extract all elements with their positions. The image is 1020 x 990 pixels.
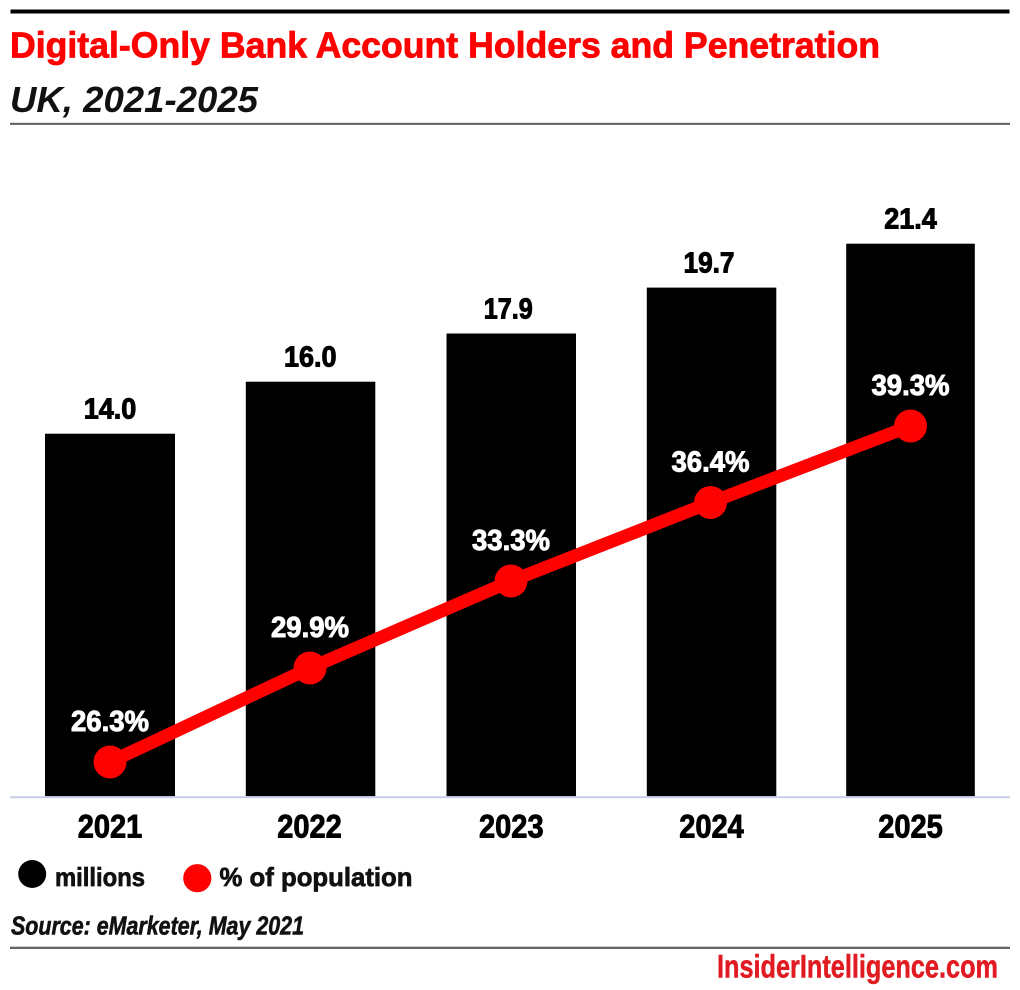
svg-text:2022: 2022 (277, 809, 342, 845)
svg-text:17.9: 17.9 (484, 293, 533, 325)
svg-text:2025: 2025 (878, 809, 943, 845)
svg-text:29.9%: 29.9% (271, 612, 349, 644)
svg-text:2021: 2021 (78, 809, 143, 845)
svg-text:21.4: 21.4 (884, 204, 937, 236)
svg-text:InsiderIntelligence.com: InsiderIntelligence.com (717, 948, 998, 984)
svg-text:14.0: 14.0 (84, 394, 137, 426)
svg-text:2023: 2023 (479, 809, 544, 845)
svg-text:16.0: 16.0 (284, 342, 337, 374)
svg-text:19.7: 19.7 (684, 247, 735, 279)
svg-text:26.3%: 26.3% (71, 706, 149, 738)
svg-text:millions: millions (55, 862, 145, 892)
svg-text:33.3%: 33.3% (472, 525, 550, 557)
svg-text:Digital-Only Bank Account Hold: Digital-Only Bank Account Holders and Pe… (10, 25, 880, 66)
svg-text:% of population: % of population (220, 862, 413, 892)
svg-text:UK, 2021-2025: UK, 2021-2025 (10, 79, 259, 120)
svg-text:Source: eMarketer, May 2021: Source: eMarketer, May 2021 (11, 910, 304, 940)
svg-text:36.4%: 36.4% (672, 446, 750, 478)
svg-text:2024: 2024 (679, 809, 744, 845)
svg-text:39.3%: 39.3% (872, 370, 950, 402)
